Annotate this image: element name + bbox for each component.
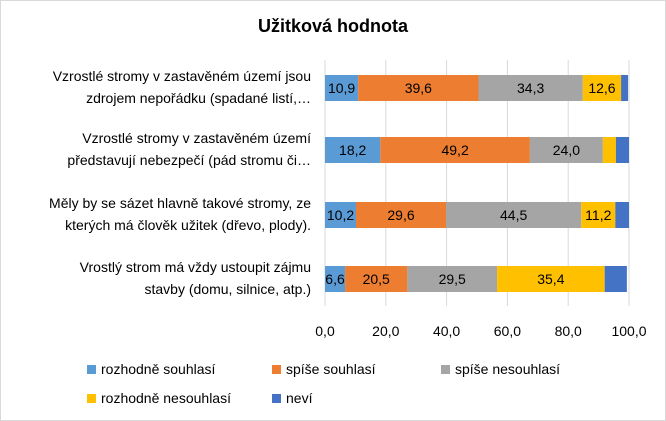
data-label: 34,3 xyxy=(517,80,544,96)
data-label: 11,2 xyxy=(585,207,611,223)
bar-segment xyxy=(358,75,479,101)
x-tick-label: 40,0 xyxy=(433,323,460,339)
legend-label: spíše nesouhlasí xyxy=(455,361,560,377)
data-label: 35,4 xyxy=(537,271,564,287)
data-label: 18,2 xyxy=(339,142,366,158)
bar-segment xyxy=(529,137,603,163)
legend-label: spíše souhlasí xyxy=(286,361,376,377)
data-label: 20,5 xyxy=(363,271,390,287)
data-label: 44,5 xyxy=(500,207,527,223)
x-axis-ticks: 0,0 20,0 40,0 60,0 80,0 100,0 xyxy=(315,323,646,339)
bar-segment xyxy=(325,137,381,163)
bar-segment xyxy=(602,137,616,163)
legend-swatch xyxy=(441,365,450,374)
legend-swatch xyxy=(272,365,281,374)
legend-swatch xyxy=(87,365,96,374)
data-label: 29,6 xyxy=(387,207,414,223)
category-label: představují nebezpečí (pád stromu či… xyxy=(67,152,311,168)
bar-segment xyxy=(345,266,408,292)
category-label: Měly by se sázet hlavně takové stromy, z… xyxy=(49,195,311,211)
category-label: stavby (domu, silnice, atp.) xyxy=(144,281,311,297)
category-label: Vzrostlé stromy v zastavěném území jsou xyxy=(53,68,311,84)
bar-segment xyxy=(445,202,582,228)
bar-segment xyxy=(478,75,583,101)
bar-segment xyxy=(581,202,616,228)
category-label: kterých má člověk užitek (dřevo, plody). xyxy=(65,217,311,233)
bar-segment xyxy=(407,266,498,292)
bar-segment xyxy=(604,266,627,292)
x-tick-label: 0,0 xyxy=(315,323,335,339)
bar-segment xyxy=(621,75,629,101)
data-label: 6,6 xyxy=(325,271,345,287)
bar-segment xyxy=(615,137,629,163)
bar-segment xyxy=(325,202,357,228)
legend-label: rozhodně nesouhlasí xyxy=(101,390,231,406)
legend-label: neví xyxy=(286,390,313,406)
data-label: 39,6 xyxy=(405,80,432,96)
bar-segment xyxy=(615,202,629,228)
x-tick-label: 100,0 xyxy=(611,323,646,339)
category-label: Vzrostlé stromy v zastavěném území xyxy=(82,130,311,146)
legend-swatch xyxy=(272,394,281,403)
bar-segment xyxy=(497,266,605,292)
data-label: 49,2 xyxy=(441,142,468,158)
category-labels: Vzrostlé stromy v zastavěném území jsou z… xyxy=(49,68,311,297)
category-label: Vrostlý strom má vždy ustoupit zájmu xyxy=(80,259,311,275)
data-label: 10,2 xyxy=(327,207,354,223)
bar-segment xyxy=(380,137,530,163)
legend-swatch xyxy=(87,394,96,403)
category-label: zdrojem nepořádku (spadané listí,… xyxy=(86,90,311,106)
bar-segment xyxy=(356,202,446,228)
chart-title: Užitková hodnota xyxy=(258,16,409,36)
x-tick-label: 80,0 xyxy=(555,323,582,339)
data-label: 29,5 xyxy=(439,271,466,287)
data-label: 10,9 xyxy=(328,80,355,96)
x-tick-label: 60,0 xyxy=(494,323,521,339)
bar-segment xyxy=(325,75,359,101)
data-label: 12,6 xyxy=(588,80,615,96)
bar-segment xyxy=(582,75,622,101)
legend: rozhodně souhlasí spíše souhlasí spíše nes… xyxy=(87,361,560,406)
x-tick-label: 20,0 xyxy=(372,323,399,339)
legend-label: rozhodně souhlasí xyxy=(101,361,216,377)
bar-segment xyxy=(325,266,346,292)
bars: 10,9 39,6 34,3 12,6 18,2 49,2 24,0 10,2 29,6 44,5… xyxy=(325,75,629,292)
data-label: 24,0 xyxy=(553,142,580,158)
